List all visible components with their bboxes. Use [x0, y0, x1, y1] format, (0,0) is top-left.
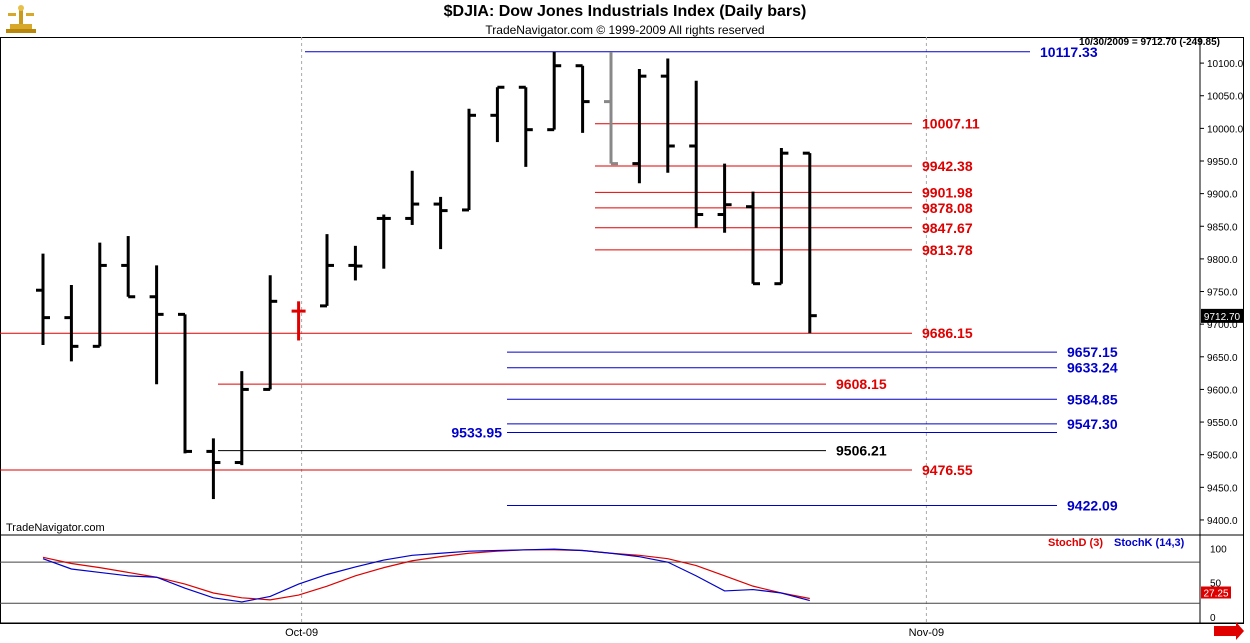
level-label: 9901.98 — [922, 184, 973, 200]
level-label: 9633.24 — [1067, 360, 1118, 376]
chart-subtitle: TradeNavigator.com © 1999-2009 All right… — [485, 23, 765, 37]
level-label: 10117.33 — [1040, 44, 1098, 60]
osc-series-line — [42, 549, 810, 601]
scroll-right-arrow-icon[interactable] — [1214, 622, 1244, 640]
osc-series-line — [42, 548, 810, 603]
level-label: 9422.09 — [1067, 498, 1118, 514]
y-tick-label: 9850.0 — [1207, 222, 1238, 233]
level-label: 9847.67 — [922, 220, 973, 236]
level-label: 9813.78 — [922, 242, 973, 258]
y-tick-label: 9950.0 — [1207, 157, 1238, 168]
last-price-box — [1201, 308, 1243, 323]
y-tick-label: 9400.0 — [1207, 516, 1238, 527]
level-label: 9686.15 — [922, 325, 973, 341]
x-tick-label: Oct-09 — [285, 627, 318, 639]
osc-y-tick-label: 100 — [1210, 544, 1227, 555]
y-tick-label: 9650.0 — [1207, 353, 1238, 364]
y-tick-label: 9600.0 — [1207, 385, 1238, 396]
legend-stochd: StochD (3) — [1048, 537, 1103, 549]
last-quote-readout: 10/30/2009 = 9712.70 (-249.85) — [1079, 37, 1220, 48]
plot-frame — [0, 37, 1244, 624]
level-label: 9657.15 — [1067, 344, 1118, 360]
chart-title: $DJIA: Dow Jones Industrials Index (Dail… — [443, 3, 807, 20]
watermark: TradeNavigator.com — [6, 522, 105, 534]
level-label: 9942.38 — [922, 158, 973, 174]
level-label: 9608.15 — [836, 376, 887, 392]
level-label: 9476.55 — [922, 462, 973, 478]
level-label: 10007.11 — [922, 116, 980, 132]
x-tick-label: Nov-09 — [909, 627, 944, 639]
level-label: 9533.95 — [451, 425, 502, 441]
y-tick-label: 10100.0 — [1207, 59, 1244, 70]
y-tick-label: 9750.0 — [1207, 288, 1238, 299]
y-tick-label: 9550.0 — [1207, 418, 1238, 429]
level-label: 9547.30 — [1067, 416, 1118, 432]
osc-last-value-box — [1201, 586, 1231, 599]
osc-y-tick-label: 0 — [1210, 613, 1216, 624]
y-tick-label: 9900.0 — [1207, 190, 1238, 201]
y-tick-label: 9800.0 — [1207, 255, 1238, 266]
level-label: 9878.08 — [922, 200, 973, 216]
osc-y-tick-label: 50 — [1210, 579, 1222, 590]
y-tick-label: 10000.0 — [1207, 124, 1244, 135]
y-tick-label: 9700.0 — [1207, 320, 1238, 331]
last-price-label: 9712.70 — [1204, 312, 1241, 323]
y-tick-label: 9450.0 — [1207, 483, 1238, 494]
level-label: 9506.21 — [836, 443, 887, 459]
legend-stochk: StochK (14,3) — [1114, 537, 1185, 549]
y-tick-label: 9500.0 — [1207, 451, 1238, 462]
tradenavigator-logo-icon — [6, 5, 36, 33]
osc-last-value-label: 27.25 — [1203, 588, 1228, 599]
y-tick-label: 10050.0 — [1207, 92, 1244, 103]
level-label: 9584.85 — [1067, 391, 1118, 407]
